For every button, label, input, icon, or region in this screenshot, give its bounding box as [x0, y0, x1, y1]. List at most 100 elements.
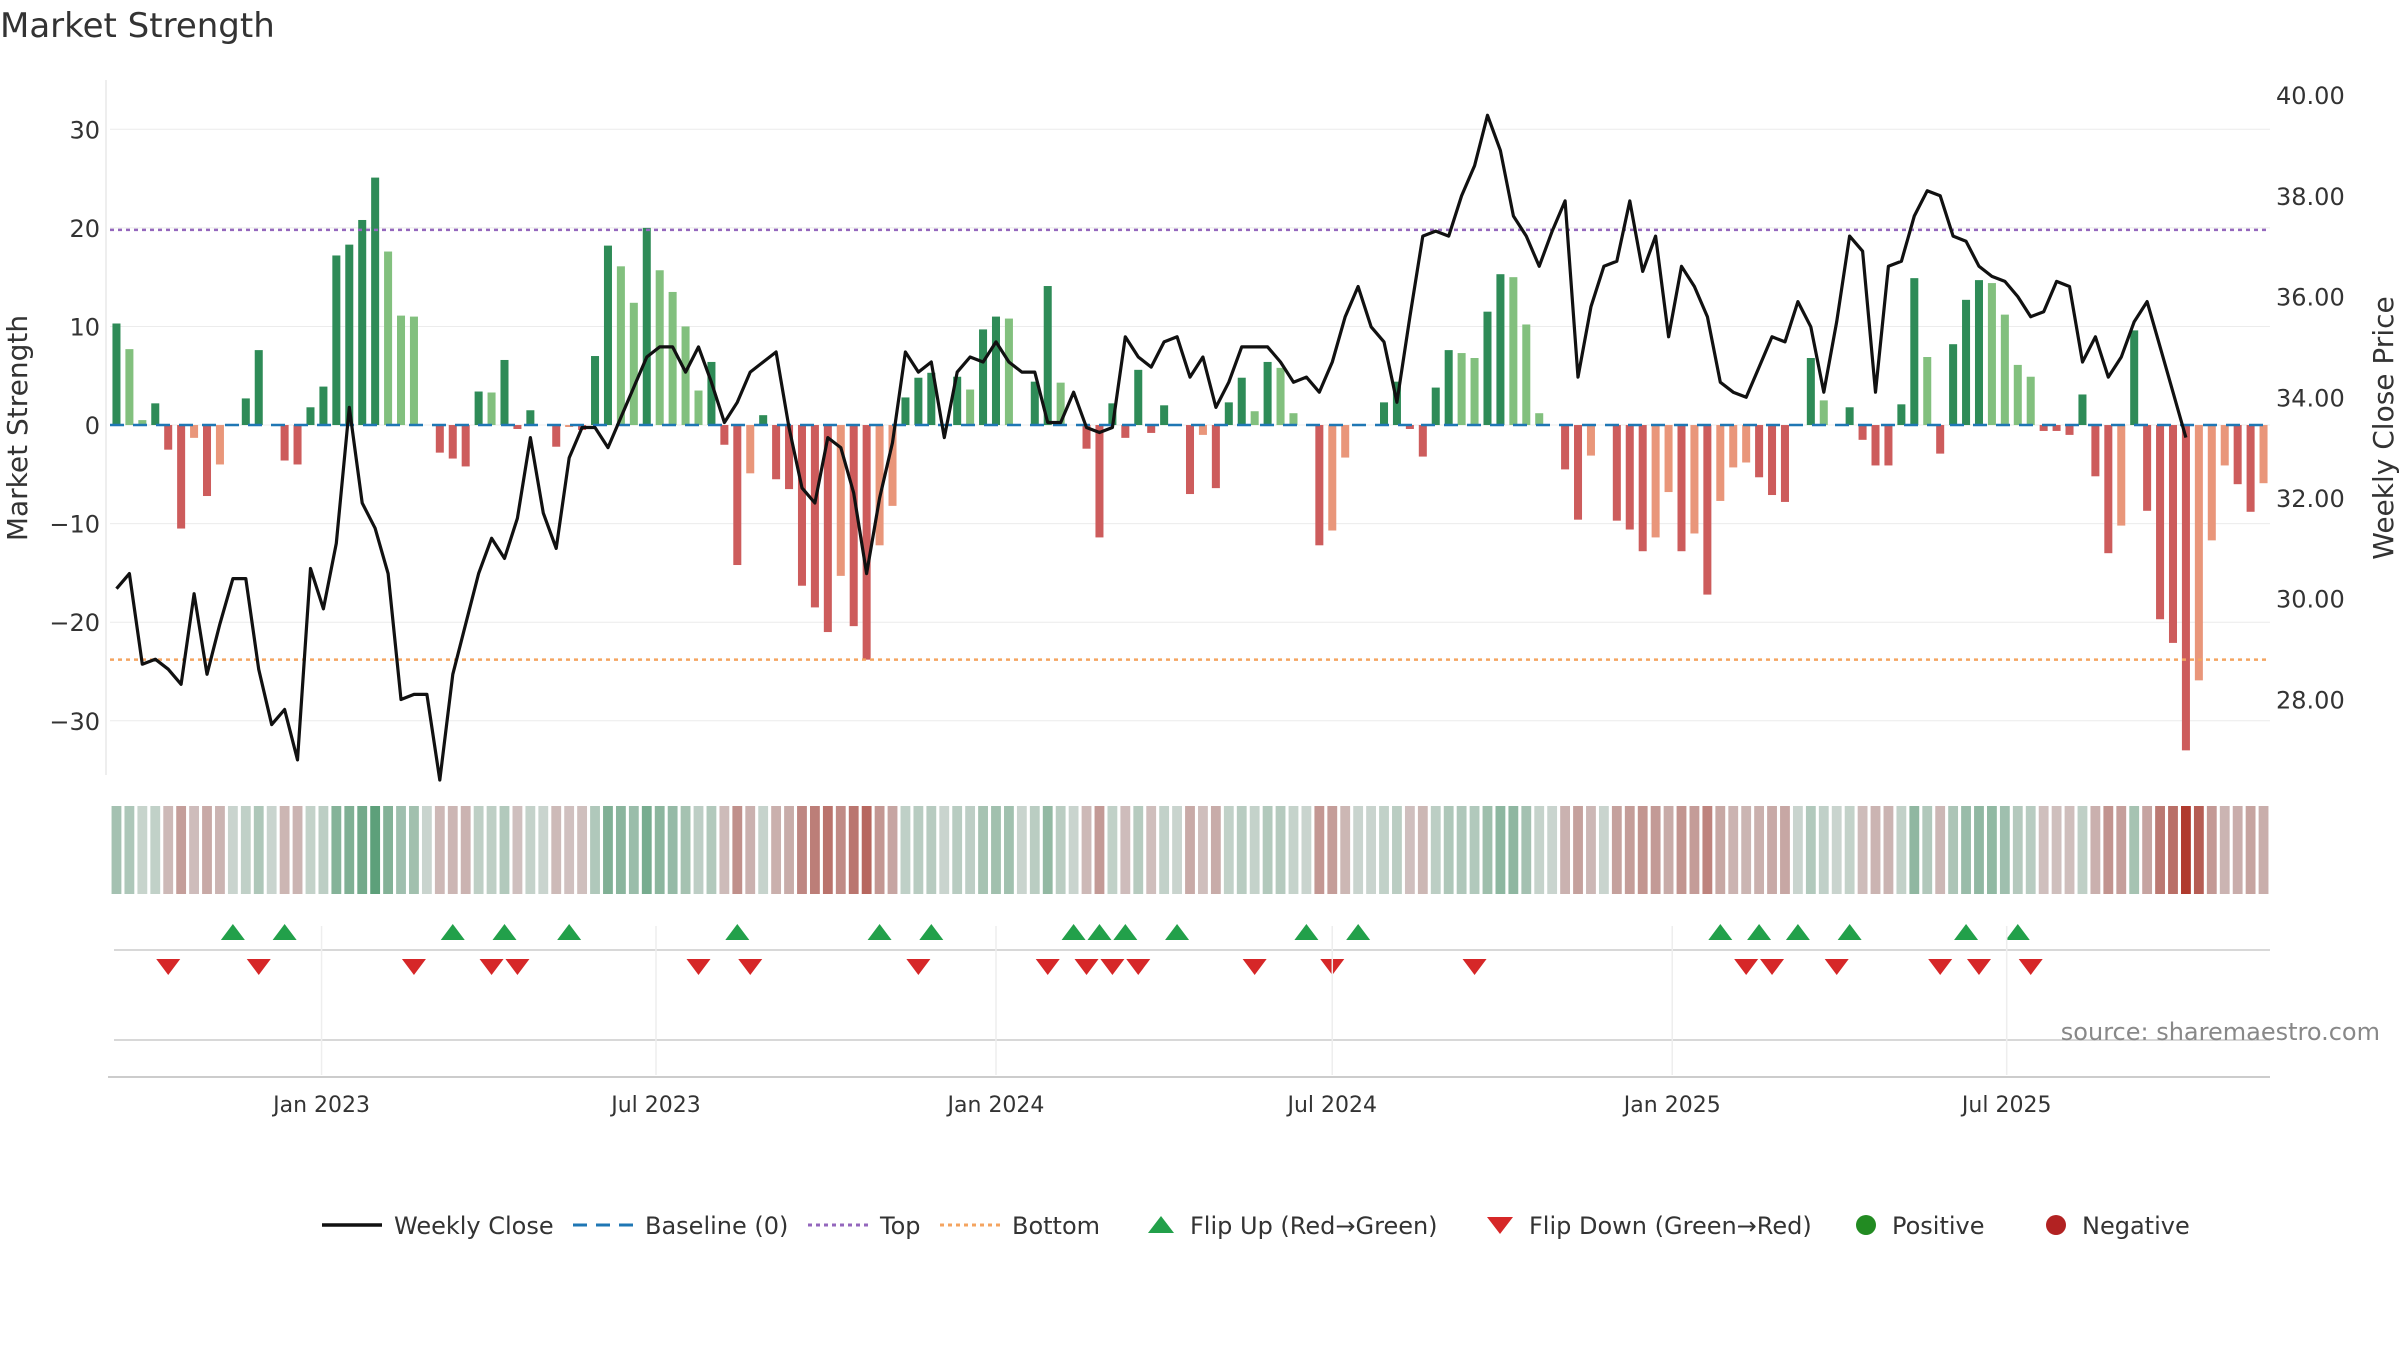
- strip-cell: [1301, 806, 1312, 894]
- legend-label: Baseline (0): [645, 1212, 788, 1240]
- flip-up-marker: [492, 924, 517, 940]
- flip-down-marker: [738, 959, 763, 975]
- strength-bar: [849, 425, 858, 627]
- strip-cell: [1935, 806, 1946, 894]
- strip-cell: [1573, 806, 1583, 894]
- left-tick-label: −30: [49, 708, 100, 736]
- flip-up-marker: [725, 924, 750, 940]
- right-tick-label: 28.00: [2276, 686, 2345, 714]
- strength-bar: [1263, 361, 1272, 426]
- strength-bar: [1004, 318, 1013, 426]
- strip-cell: [693, 806, 704, 894]
- strip-cell: [111, 806, 122, 894]
- strength-bar: [2052, 425, 2061, 431]
- strength-bar: [2065, 425, 2074, 435]
- left-axis-label: Market Strength: [1, 315, 34, 541]
- legend-label: Positive: [1892, 1212, 1985, 1240]
- strength-bar: [358, 219, 367, 426]
- strip-cell: [2142, 806, 2153, 894]
- flip-up-marker: [919, 924, 944, 940]
- legend-item: Flip Down (Green→Red): [1487, 1212, 1812, 1240]
- strip-cell: [835, 806, 846, 894]
- strip-cell: [1004, 806, 1014, 894]
- strip-cell: [667, 806, 678, 894]
- strength-bar: [1586, 425, 1595, 456]
- flip-up-marker: [220, 924, 245, 940]
- flip-down-marker: [1100, 959, 1125, 975]
- strip-cell: [1340, 806, 1351, 894]
- close-line-layer: [115, 113, 2188, 782]
- strength-bar: [862, 425, 871, 660]
- strength-bar: [487, 392, 496, 426]
- strength-bar: [2039, 425, 2048, 431]
- strip-cell: [1353, 806, 1364, 894]
- strength-bar: [1612, 425, 1621, 521]
- left-tick-label: 30: [69, 116, 100, 144]
- strength-bar: [1457, 353, 1466, 426]
- flip-down-marker: [1074, 959, 1099, 975]
- strength-bar: [1418, 425, 1427, 457]
- strength-bar: [1974, 280, 1983, 426]
- strip-cell: [266, 806, 277, 894]
- strip-cell: [1288, 806, 1299, 894]
- legend-label: Flip Down (Green→Red): [1529, 1212, 1812, 1240]
- strength-bar: [927, 372, 936, 426]
- strip-cell: [2077, 806, 2088, 894]
- strength-bar: [2143, 425, 2152, 511]
- strength-bar: [1819, 400, 1828, 426]
- strength-bar: [1677, 425, 1686, 552]
- strip-cell: [1029, 806, 1040, 894]
- strip-cell: [551, 806, 562, 894]
- flip-down-marker: [1734, 959, 1759, 975]
- flip-down-marker: [2018, 959, 2043, 975]
- strength-bar: [1237, 377, 1246, 426]
- strip-cell: [809, 806, 820, 894]
- x-tick-label: Jan 2023: [271, 1093, 370, 1118]
- strip-cell: [1236, 806, 1247, 894]
- strip-cell: [240, 806, 251, 894]
- strength-bar: [1638, 425, 1647, 552]
- strip-cell: [2064, 806, 2075, 894]
- strength-bar: [164, 425, 173, 450]
- grid-layer: [110, 128, 2270, 722]
- legend-label: Bottom: [1012, 1212, 1100, 1240]
- strip-cell: [2181, 806, 2191, 894]
- strip-cell: [383, 806, 393, 894]
- flip-down-marker: [156, 959, 181, 975]
- strip-cell: [564, 806, 575, 894]
- strip-cell: [460, 806, 471, 894]
- strip-cell: [771, 806, 782, 894]
- strength-bar: [1858, 425, 1867, 440]
- strength-bar: [914, 377, 923, 426]
- strength-bar: [746, 425, 755, 474]
- strip-cell: [1198, 806, 1208, 894]
- flip-down-marker: [686, 959, 711, 975]
- strength-bar: [202, 425, 212, 497]
- strip-cell: [2051, 806, 2062, 894]
- strip-cell: [1016, 806, 1027, 894]
- strength-bar: [694, 390, 703, 426]
- strip-cell: [1598, 806, 1609, 894]
- strip-cell: [2025, 806, 2036, 894]
- strength-bar: [1121, 425, 1130, 438]
- strength-bar: [591, 356, 600, 426]
- strip-cell: [732, 806, 743, 894]
- flip-up-marker: [1837, 924, 1862, 940]
- strip-cell: [318, 806, 329, 894]
- strength-bar: [1729, 425, 1738, 468]
- flip-up-marker: [1708, 924, 1733, 940]
- strip-cell: [2232, 806, 2243, 894]
- strip-cell: [305, 806, 316, 894]
- strip-cell: [1120, 806, 1131, 894]
- strip-cell: [641, 806, 652, 894]
- flip-down-marker: [401, 959, 426, 975]
- left-tick-label: 10: [69, 313, 100, 341]
- strip-cell: [512, 806, 523, 894]
- source-label: source: sharemaestro.com: [2061, 1018, 2380, 1046]
- left-tick-label: 20: [69, 215, 100, 243]
- strip-cell: [163, 806, 174, 894]
- flip-down-marker: [479, 959, 504, 975]
- flip-up-marker: [1113, 924, 1138, 940]
- right-tick-label: 36.00: [2276, 284, 2345, 312]
- strength-bar: [1845, 407, 1854, 426]
